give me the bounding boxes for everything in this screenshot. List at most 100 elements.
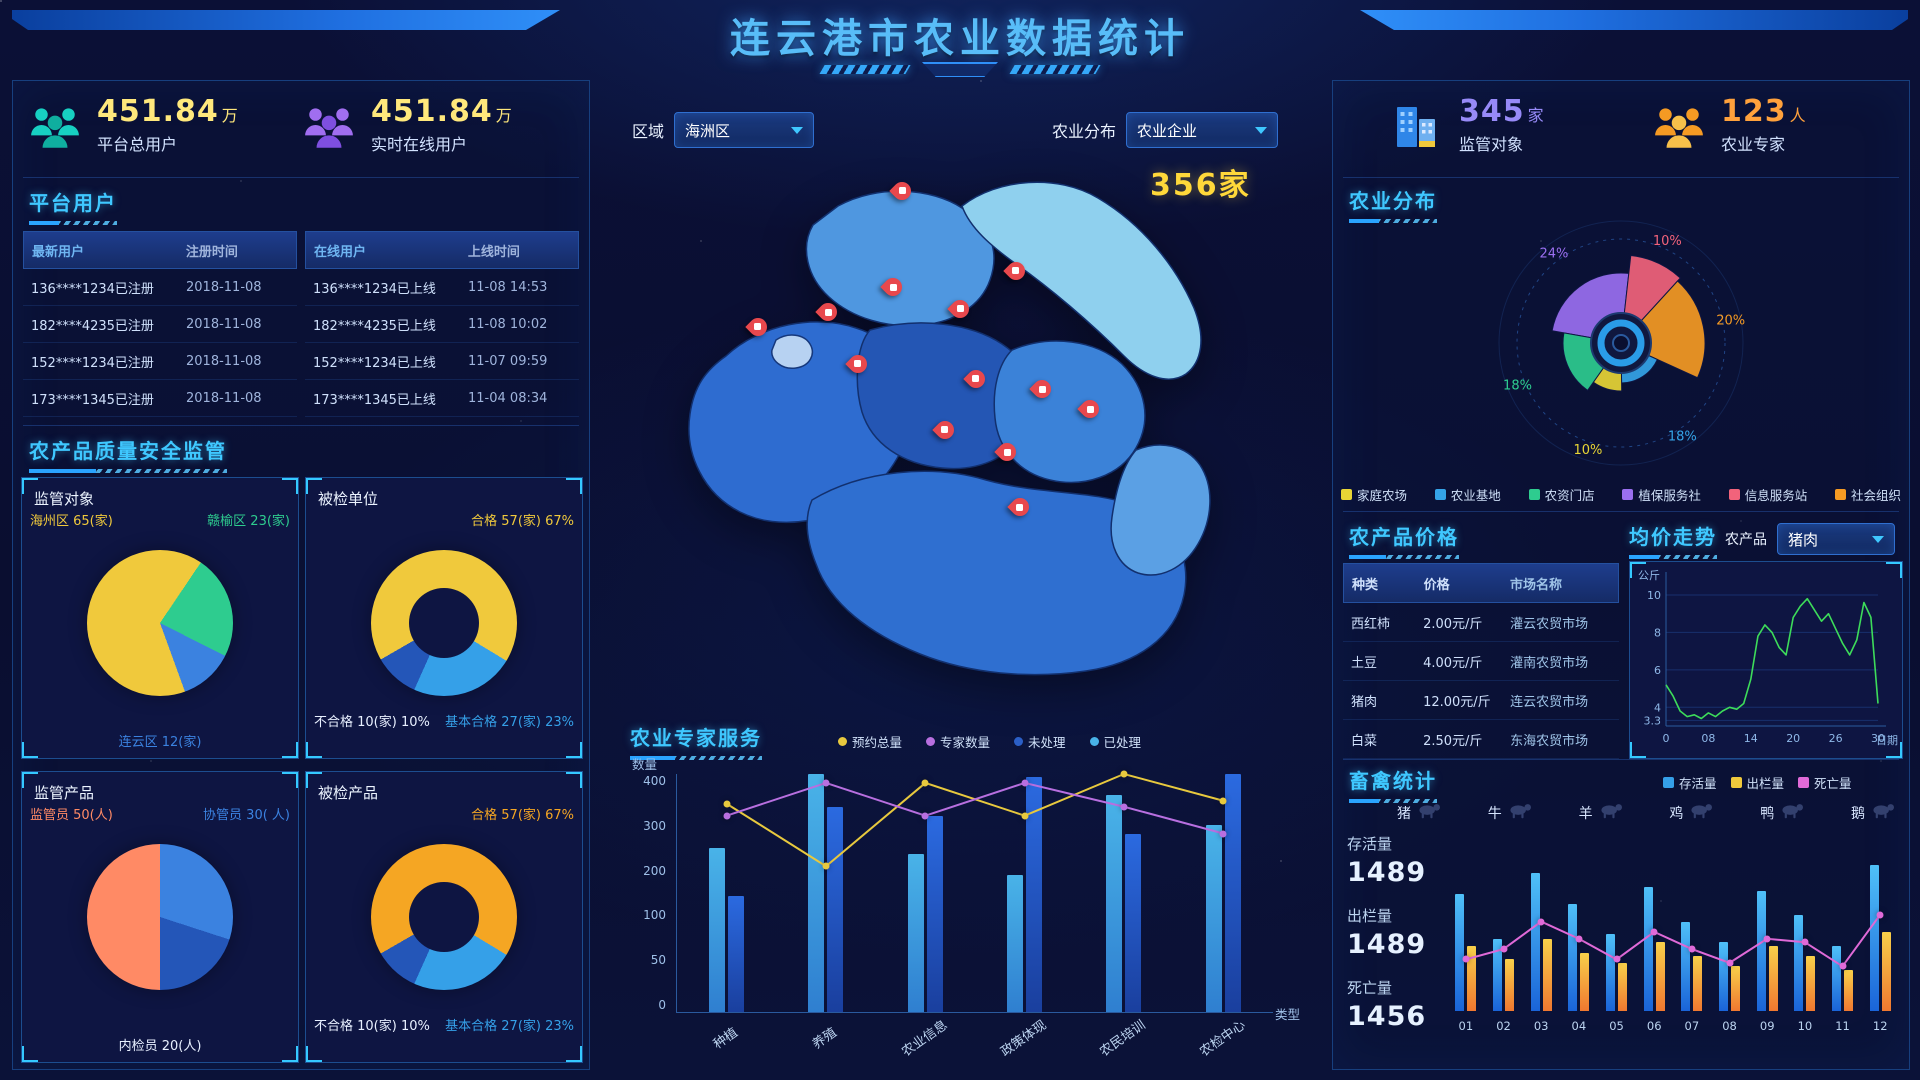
legend-label: 死亡量	[1814, 776, 1852, 791]
distribution-control: 农业分布 农业企业	[1052, 112, 1279, 148]
bar-出栏量	[1580, 952, 1590, 1011]
map-pin[interactable]	[849, 355, 867, 373]
table-cell: 土豆	[1351, 655, 1378, 671]
table-cell: 182****4235已上线	[313, 318, 436, 334]
animal-鸡[interactable]: 鸡	[1669, 801, 1715, 825]
bar-group	[1106, 774, 1142, 1012]
duck-icon	[1778, 801, 1806, 825]
map-pin[interactable]	[1081, 400, 1099, 418]
animal-鸭[interactable]: 鸭	[1760, 801, 1806, 825]
table-header-cell: 最新用户	[32, 244, 85, 260]
svg-text:26: 26	[1829, 732, 1843, 745]
map-pin[interactable]	[1011, 498, 1029, 516]
stat-label: 实时在线用户	[371, 135, 468, 154]
legend-item[interactable]: 已处理	[1089, 732, 1142, 751]
animal-牛[interactable]: 牛	[1488, 801, 1534, 825]
animal-猪[interactable]: 猪	[1397, 801, 1443, 825]
legend-item[interactable]: 专家数量	[926, 732, 990, 751]
map-pin[interactable]	[749, 318, 767, 336]
table-cell: 152****1234已上线	[313, 355, 436, 371]
trend-product-value: 猪肉	[1788, 530, 1819, 549]
line-point	[1726, 959, 1733, 967]
stat-value: 1489	[1347, 929, 1427, 960]
table-header-row: 在线用户 上线时间	[305, 231, 579, 269]
distribution-select[interactable]: 农业企业	[1126, 112, 1279, 148]
bar-未处理	[1224, 774, 1241, 1012]
pie-chart	[371, 550, 517, 696]
bar-出栏量	[1768, 945, 1778, 1011]
legend-label: 未处理	[1028, 735, 1066, 750]
map-pin[interactable]	[951, 300, 969, 318]
bar-出栏量	[1730, 966, 1740, 1011]
legend-item[interactable]: 家庭农场	[1341, 485, 1407, 504]
map[interactable]	[630, 148, 1300, 708]
section-platform-users: 平台用户	[29, 187, 117, 225]
x-axis-label: 类型	[1274, 1007, 1300, 1022]
table-cell: 173****1345已上线	[313, 392, 436, 408]
donut-hole	[409, 882, 479, 952]
table-cell: 12.00元/斤	[1423, 694, 1491, 710]
table-row: 猪肉 12.00元/斤 连云农贸市场	[1343, 681, 1619, 720]
bar-出栏量	[1542, 938, 1552, 1011]
legend-item[interactable]: 农资门店	[1528, 485, 1595, 504]
livestock-death-stat: 死亡量 1456	[1347, 977, 1447, 1032]
region-select-value: 海洲区	[685, 121, 731, 140]
legend-item[interactable]: 预约总量	[838, 732, 902, 751]
plot-area	[676, 770, 1273, 1013]
table-cell: 173****1345已注册	[31, 392, 154, 408]
map-pin[interactable]	[884, 278, 902, 296]
stat-label: 出栏量	[1347, 907, 1393, 925]
bar-存活量	[1794, 914, 1804, 1011]
stat-value: 451.84 万	[97, 94, 239, 129]
legend-item[interactable]: 农业基地	[1434, 485, 1501, 504]
trend-product-select[interactable]: 猪肉	[1777, 523, 1895, 555]
legend-item[interactable]: 植保服务社	[1622, 485, 1701, 504]
legend-item[interactable]: 社会组织	[1834, 485, 1901, 504]
panel-title: 被检产品	[318, 784, 379, 802]
legend-item[interactable]: 出栏量	[1730, 773, 1784, 792]
pie-slice-label: 不合格 10(家) 10%	[314, 715, 430, 730]
y-tick: 100	[643, 908, 666, 923]
table-cell: 2018-11-08	[186, 279, 262, 295]
panel-inspected-units: 被检单位 合格 57(家) 67% 基本合格 27(家) 23% 不合格 10(家)…	[305, 477, 583, 759]
legend-label: 专家数量	[940, 735, 991, 750]
map-pin[interactable]	[936, 421, 954, 439]
map-pin[interactable]	[1033, 380, 1051, 398]
pie-chart	[371, 844, 517, 990]
y-tick: 50	[650, 953, 666, 968]
line-point	[1120, 770, 1128, 778]
distribution-select-value: 农业企业	[1137, 121, 1198, 140]
map-pin[interactable]	[967, 370, 985, 388]
stat-label: 农业专家	[1721, 135, 1786, 154]
line-point	[723, 812, 731, 820]
animal-label: 羊	[1578, 806, 1593, 822]
pie-slice-label: 内检员 20(人)	[118, 1039, 202, 1054]
line-point	[822, 862, 830, 870]
panel-supervised-products: 监管产品 协管员 30( 人) 内检员 20(人) 监管员 50(人)	[21, 771, 299, 1063]
legend-item[interactable]: 存活量	[1663, 773, 1717, 792]
bar-存活量	[1643, 887, 1653, 1011]
table-row: 152****1234已上线 11-07 09:59	[305, 343, 579, 380]
livestock-legend: 存活量 出栏量 死亡量	[1663, 773, 1852, 792]
divider	[1343, 177, 1899, 178]
line-point	[1801, 938, 1809, 946]
x-axis-labels: 种植 养殖 农业信息 政策体现 农民培训 农检中心	[676, 1018, 1272, 1068]
animal-label: 猪	[1397, 806, 1411, 822]
legend-item[interactable]: 死亡量	[1798, 773, 1852, 792]
map-pin[interactable]	[819, 303, 837, 321]
map-pin[interactable]	[893, 182, 911, 200]
table-row: 182****4235已上线 11-08 10:02	[305, 306, 579, 343]
legend-label: 存活量	[1679, 776, 1717, 791]
legend-label: 已处理	[1103, 735, 1142, 750]
svg-text:20: 20	[1786, 732, 1800, 745]
table-header-cell: 上线时间	[467, 244, 520, 260]
legend-item[interactable]: 未处理	[1014, 732, 1066, 751]
x-tick: 02	[1496, 1019, 1511, 1033]
y-tick: 200	[643, 863, 666, 878]
map-pin[interactable]	[1007, 262, 1025, 280]
animal-鹅[interactable]: 鹅	[1851, 801, 1897, 825]
legend-item[interactable]: 信息服务站	[1728, 485, 1807, 504]
map-pin[interactable]	[998, 443, 1016, 461]
animal-羊[interactable]: 羊	[1579, 801, 1625, 825]
region-select[interactable]: 海洲区	[674, 112, 815, 148]
